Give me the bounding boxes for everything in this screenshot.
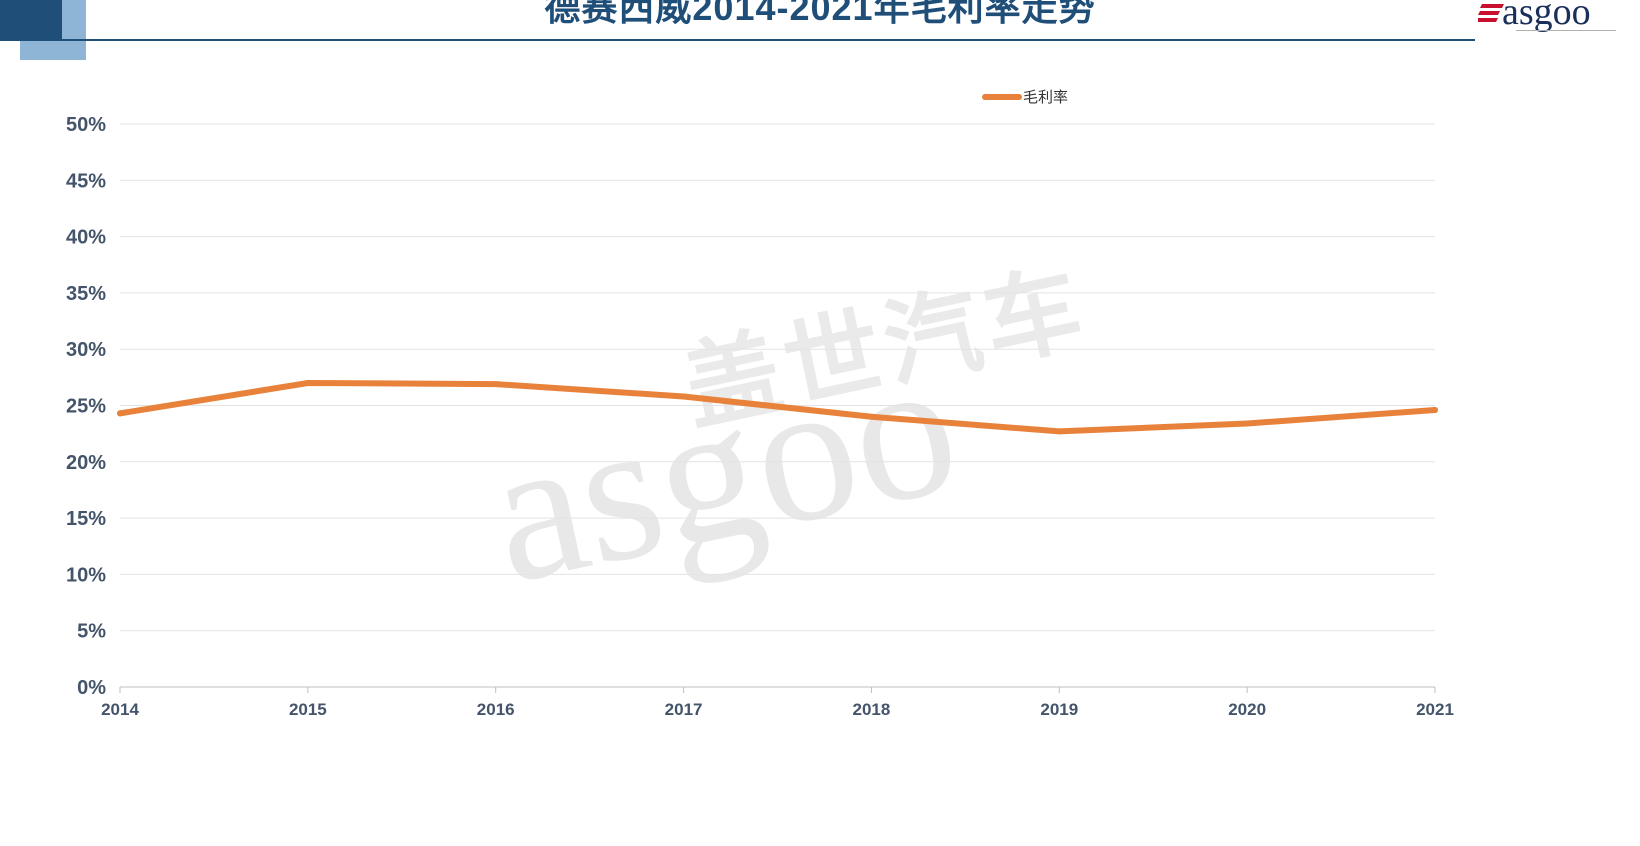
logo-text: asgoo xyxy=(1502,0,1591,33)
gasgoo-logo: asgoo xyxy=(1478,0,1628,40)
y-tick-label: 35% xyxy=(66,283,106,305)
y-tick-label: 0% xyxy=(77,677,106,699)
x-tick-label: 2020 xyxy=(1228,700,1266,719)
logo-underline xyxy=(1516,30,1616,33)
y-tick-label: 10% xyxy=(66,564,106,586)
header-rule xyxy=(0,39,1475,41)
x-tick-label: 2018 xyxy=(853,700,891,719)
x-tick-label: 2015 xyxy=(289,700,327,719)
series-line xyxy=(117,379,1438,435)
data-point xyxy=(680,393,687,400)
data-point xyxy=(304,379,311,386)
y-tick-label: 15% xyxy=(66,508,106,530)
x-tick-label: 2021 xyxy=(1416,700,1454,719)
x-tick-label: 2014 xyxy=(101,700,139,719)
y-tick-label: 50% xyxy=(66,114,106,136)
legend-label: 毛利率 xyxy=(1023,88,1068,106)
y-tick-label: 30% xyxy=(66,339,106,361)
data-point xyxy=(117,410,123,417)
page-title: 德赛西威2014-2021年毛利率走势 xyxy=(544,0,1096,28)
y-tick-label: 45% xyxy=(66,170,106,192)
x-tick-label: 2019 xyxy=(1040,700,1078,719)
y-tick-label: 20% xyxy=(66,452,106,474)
data-point xyxy=(1244,420,1251,427)
y-tick-label: 25% xyxy=(66,396,106,418)
y-tick-label: 40% xyxy=(66,227,106,249)
data-point xyxy=(1056,428,1063,435)
y-tick-label: 5% xyxy=(77,621,106,643)
data-point xyxy=(868,413,875,420)
header-accent-dark xyxy=(0,0,62,40)
x-tick-label: 2017 xyxy=(665,700,703,719)
x-tick-label: 2016 xyxy=(477,700,515,719)
gasgoo-logo-icon xyxy=(1478,4,1504,22)
data-point xyxy=(492,381,499,388)
data-point xyxy=(1432,407,1438,414)
